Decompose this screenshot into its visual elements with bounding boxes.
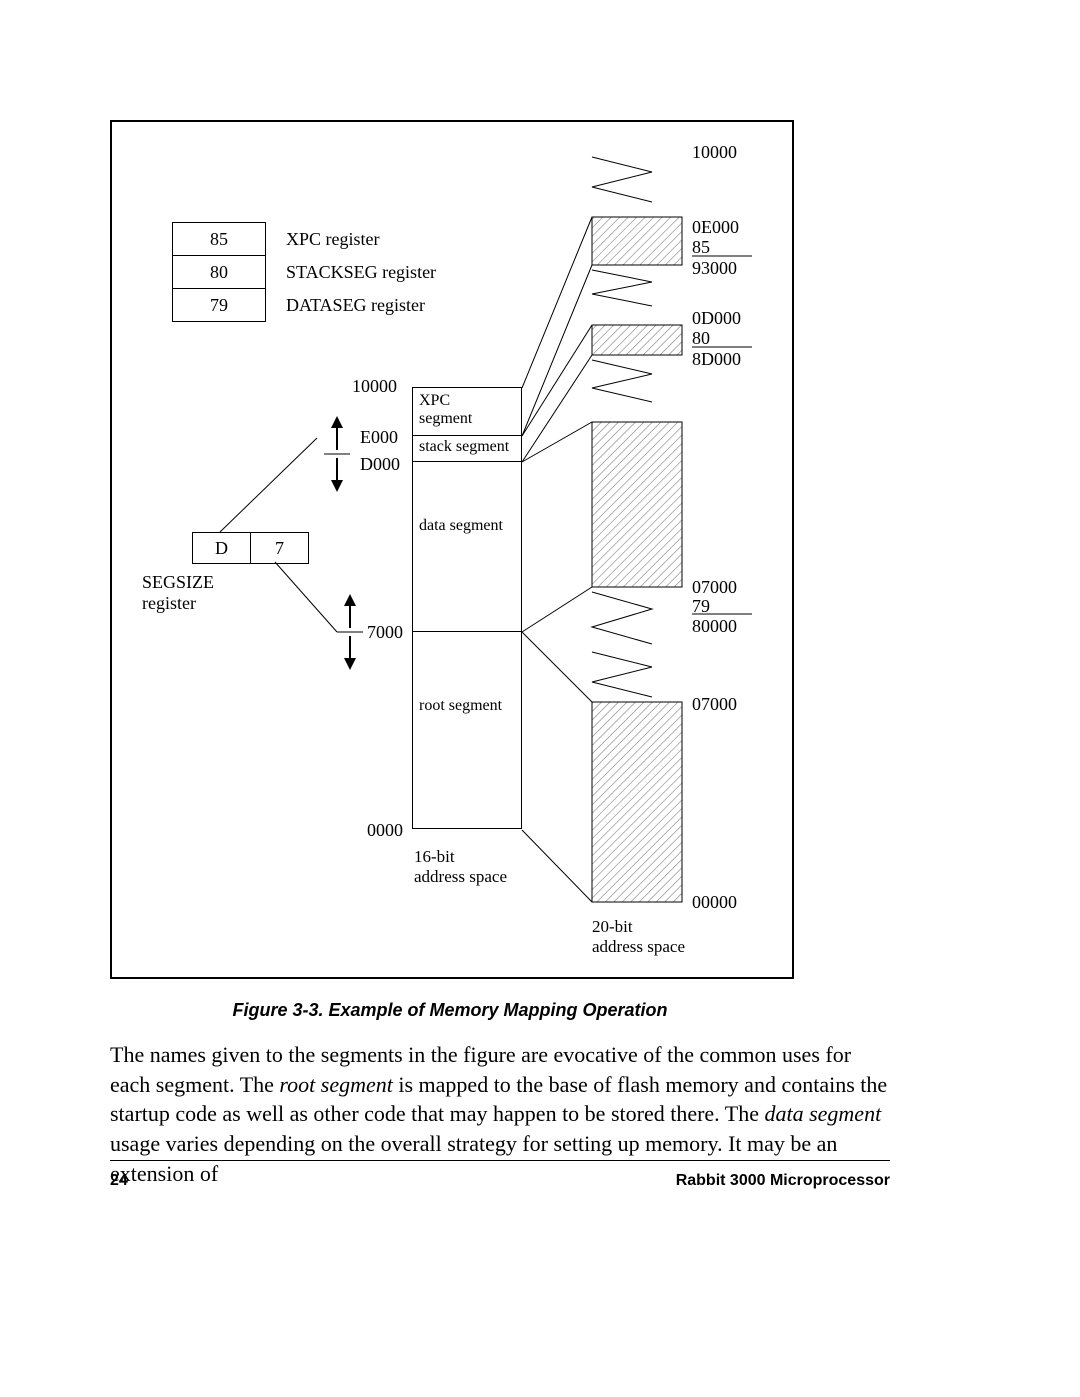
data-sum: 80000 [692,616,737,637]
root-bot: 00000 [692,892,737,913]
footer-page: 24 [110,1172,128,1190]
stk-sum: 8D000 [692,349,741,370]
figure-svg [112,122,792,977]
footer-title: Rabbit 3000 Microprocessor [590,1172,890,1190]
root-top: 07000 [692,694,737,715]
body-part-3: data segment [764,1101,881,1126]
double-arrow-upper [324,422,350,486]
col20-caption: 20-bit address space [592,917,685,957]
footer-rule [110,1160,890,1161]
xpc-off: 0E000 [692,217,739,238]
body-paragraph: The names given to the segments in the f… [110,1040,890,1188]
data-off: 07000 [692,577,737,598]
figure-caption: Figure 3-3. Example of Memory Mapping Op… [110,1000,790,1021]
label-10000-right: 10000 [692,142,737,163]
double-arrow-lower [337,600,363,664]
body-part-1: root segment [279,1072,392,1097]
stk-off: 0D000 [692,308,741,329]
xpc-reg: 85 [692,237,710,258]
data-reg: 79 [692,596,710,617]
figure-frame: 85 XPC register 80 STACKSEG register 79 … [110,120,794,979]
stk-reg: 80 [692,328,710,349]
xpc-sum: 93000 [692,258,737,279]
